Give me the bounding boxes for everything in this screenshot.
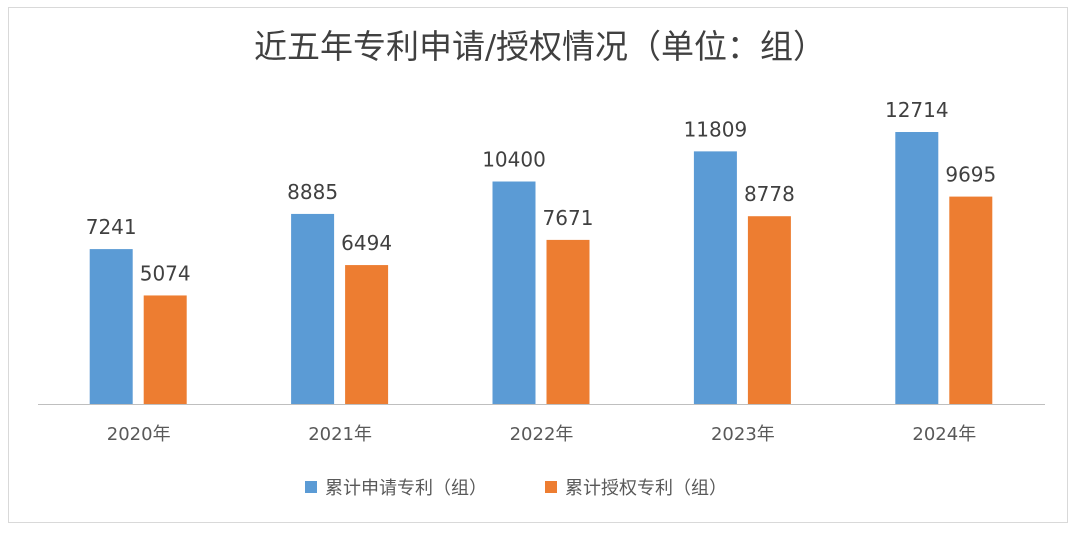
bar-applied-2021年 [291,213,335,404]
x-tick-label: 2020年 [107,424,171,445]
bar-applied-2022年 [492,181,536,404]
legend-swatch [545,481,557,493]
legend: 累计申请专利（组） 累计授权专利（组） [305,478,727,499]
data-label: 9695 [945,163,996,187]
data-label: 10400 [482,148,546,172]
x-tick-label: 2021年 [308,424,372,445]
chart-frame [8,7,1068,523]
bar-granted-2022年 [546,239,590,404]
bar-applied-2020年 [89,249,133,404]
bar-granted-2023年 [747,216,791,404]
chart-title: 近五年专利申请/授权情况（单位：组） [254,27,826,66]
legend-label: 累计授权专利（组） [565,478,727,499]
data-label: 11809 [684,117,748,141]
data-label: 8885 [287,180,338,204]
data-label: 12714 [885,98,949,122]
x-tick-label: 2022年 [510,424,574,445]
x-tick-label: 2023年 [711,424,775,445]
bar-applied-2023年 [693,151,737,404]
legend-swatch [305,481,317,493]
legend-label: 累计申请专利（组） [325,478,487,499]
bar-granted-2021年 [345,265,389,404]
bar-granted-2024年 [949,196,993,404]
data-label: 8778 [744,182,795,206]
data-label: 6494 [341,231,392,255]
x-tick-label: 2024年 [912,424,976,445]
bar-applied-2024年 [895,132,939,404]
data-label: 5074 [140,261,191,285]
data-label: 7241 [86,215,137,239]
bar-granted-2020年 [143,295,187,404]
data-label: 7671 [543,206,594,230]
